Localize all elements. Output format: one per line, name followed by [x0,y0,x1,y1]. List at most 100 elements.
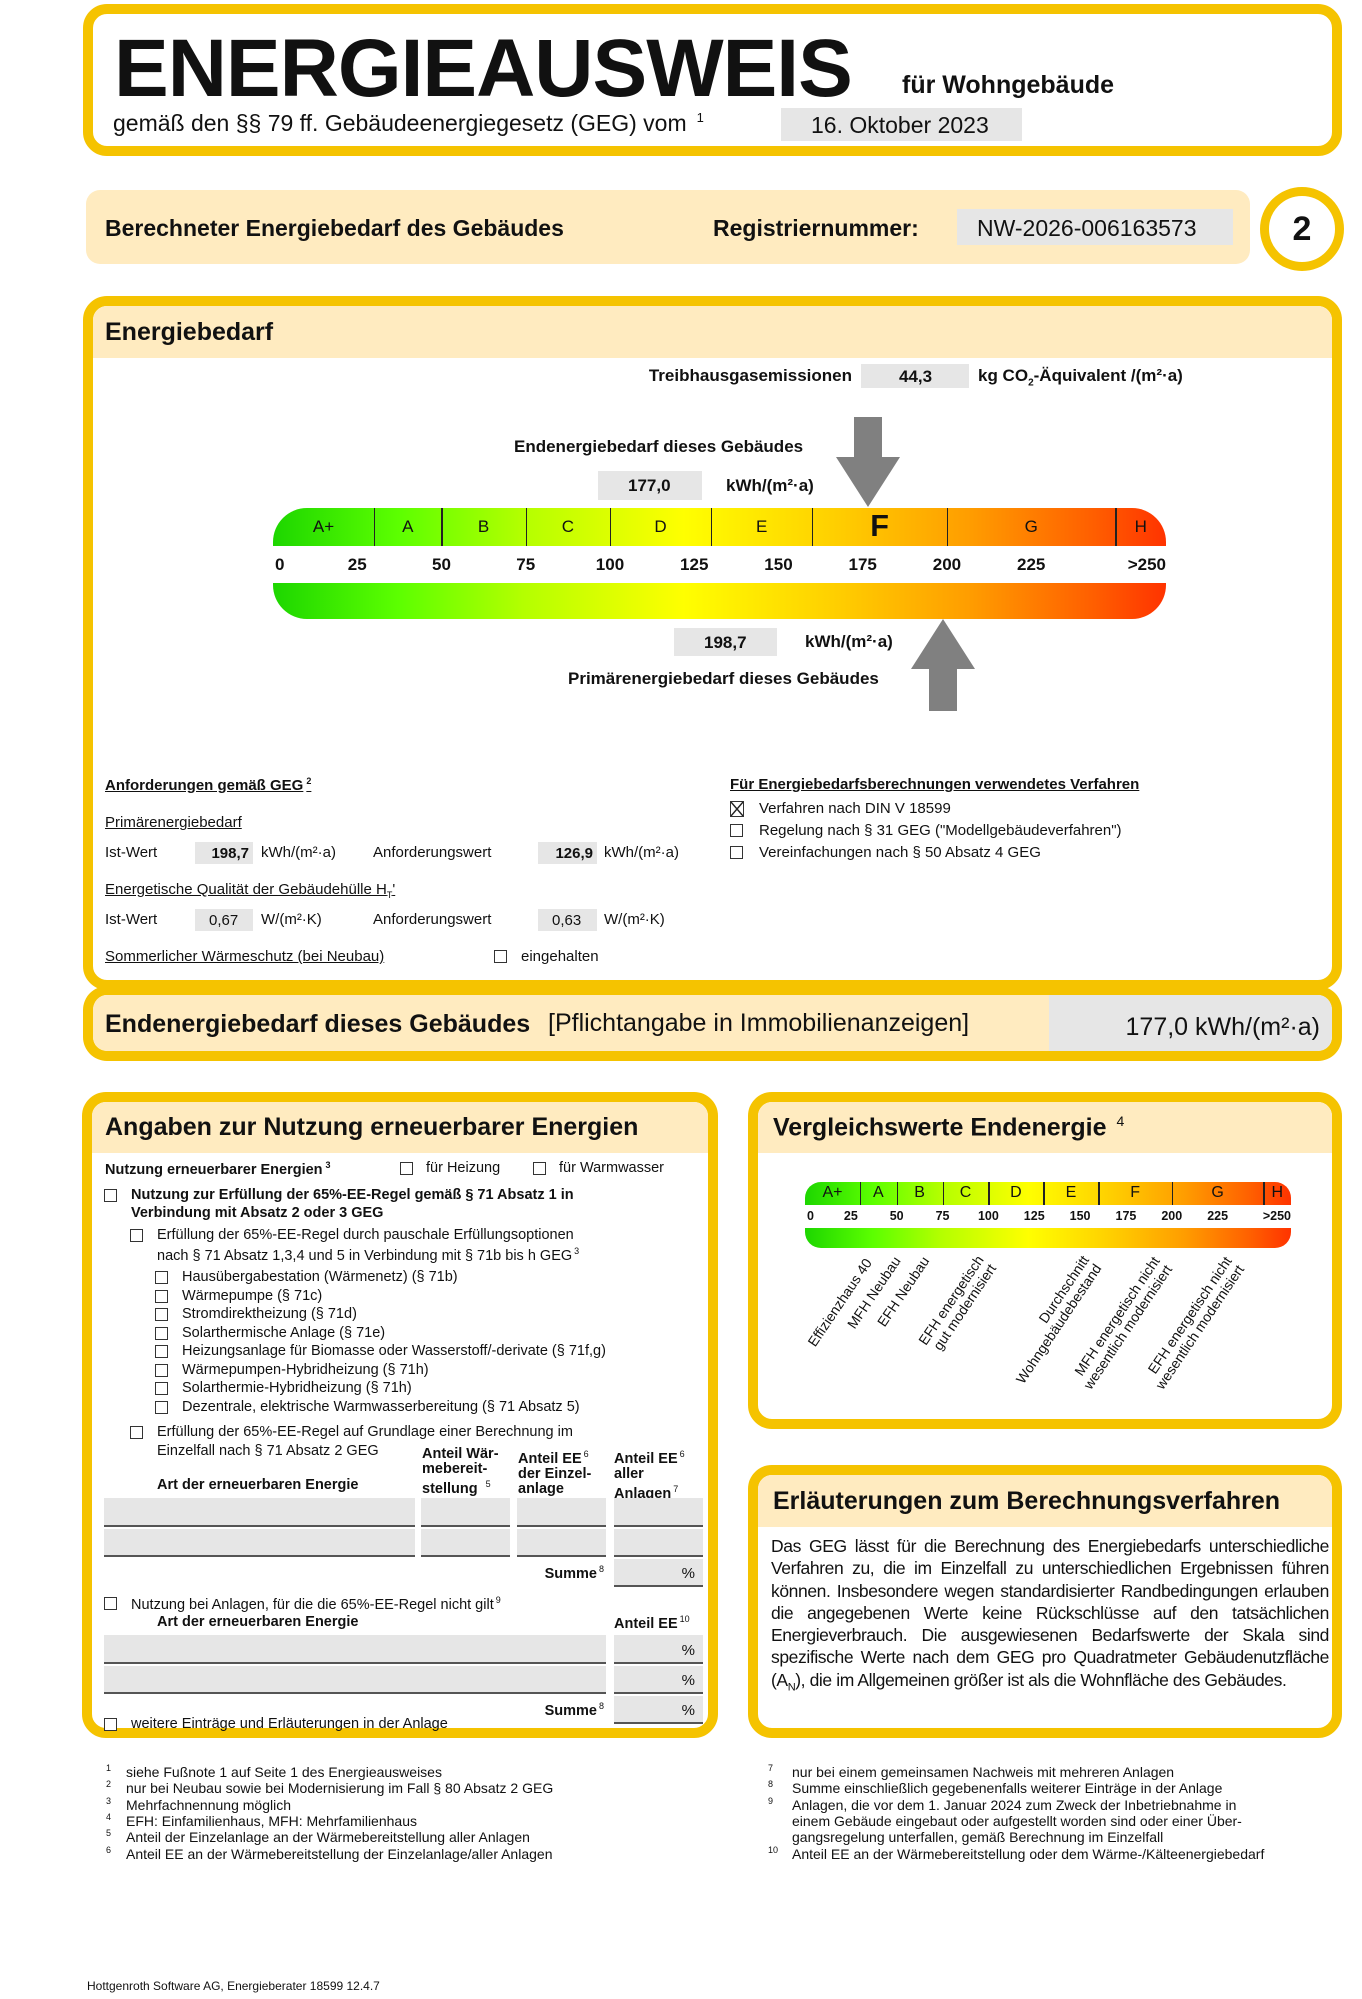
efficiency-class-e: E [755,517,768,537]
efficiency-class-f: F [1130,1184,1140,1202]
col-share-l3: stellung [422,1480,478,1497]
percent-sign: % [681,1702,695,1719]
primary-ist-label: Ist-Wert [105,844,158,861]
footnote-text: Summe einschließlich gegebenenfalls weit… [792,1780,1223,1797]
class-separator [1115,508,1117,546]
explanation-title: Erläuterungen zum Berechnungsverfahren [773,1487,1281,1515]
option-checkbox[interactable] [155,1289,168,1303]
more-entries-checkbox[interactable] [104,1718,117,1731]
col-share-header: Anteil Wär- mebereit- stellung 5 [422,1447,499,1497]
ht-anf-field: 0,63 [538,909,597,931]
scale-tick-label: 150 [1069,1209,1091,1223]
percent-sign: % [681,1642,695,1659]
band-label: Berechneter Energiebedarf des Gebäudes [105,215,564,241]
primary-energy-value: 198,7 [704,633,747,652]
efficiency-class-g: G [1211,1184,1224,1202]
ghg-value-field: 44,3 [861,364,969,388]
ht-anf-value: 0,63 [552,912,582,929]
efficiency-class-aplus: A+ [312,517,335,537]
class-separator [988,1182,990,1205]
primary-requirements-title: Primärenergiebedarf [105,814,242,831]
footnote-text: einem Gebäude eingebaut oder aufgestellt… [792,1812,1242,1829]
primary-energy-value-field: 198,7 [674,628,777,656]
efficiency-class-h: H [1271,1184,1284,1202]
end-energy-value-field: 177,0 [598,471,702,500]
calc-share-input[interactable] [421,1498,510,1527]
calc-checkbox[interactable] [130,1426,143,1439]
verfahren-din-checkbox[interactable] [730,801,744,817]
na-sum-input[interactable]: % [614,1696,703,1724]
class-separator [812,508,814,546]
scale-tick-label: 0 [275,555,285,574]
na-ee-input[interactable]: % [614,1666,703,1694]
footnote-number: 9 [768,1795,774,1806]
na-type-input[interactable] [104,1666,606,1694]
col-ee-all-fn2: 7 [673,1483,679,1494]
ht-anf-label: Anforderungswert [373,911,492,928]
option-checkbox[interactable] [155,1345,168,1358]
heating-label: für Heizung [426,1160,501,1176]
requirements-title-text: Anforderungen gemäß GEG [105,777,304,794]
calc-ee-all-input[interactable] [614,1529,703,1557]
verfahren-vereinfachung-checkbox[interactable] [730,846,743,859]
page-number-badge: 2 [1260,187,1344,271]
class-separator [711,508,713,546]
ee-rule-checkbox[interactable] [104,1189,117,1202]
explanation-text-main: Das GEG lässt für die Berechnung des Ene… [771,1536,1329,1690]
class-separator [609,508,612,546]
option-checkbox[interactable] [155,1271,168,1284]
hot-water-checkbox[interactable] [533,1162,546,1175]
not-applicable-text: Nutzung bei Anlagen, für die die 65%-EE-… [131,1596,494,1613]
option-label: Wärmepumpe (§ 71c) [182,1287,323,1304]
calc-type-input[interactable] [104,1498,415,1527]
option-checkbox[interactable] [155,1382,168,1395]
verfahren-modell-checkbox[interactable] [730,824,743,837]
law-date: 16. Oktober 2023 [811,112,989,138]
verfahren-option-label: Vereinfachungen nach § 50 Absatz 4 GEG [759,844,1041,861]
ht-title-prime: ' [392,881,396,898]
col-ee-all-header: Anteil EE 6 aller Anlagen 7 [614,1447,685,1502]
calc-ee-single-input[interactable] [517,1529,606,1557]
class-separator [1098,1182,1100,1205]
efficiency-class-d: D [654,517,667,537]
registration-number-field: NW-2026-006163573 [957,209,1233,245]
class-separator [896,1182,898,1205]
flat-options-checkbox[interactable] [130,1229,143,1242]
summary-box [83,986,1342,1061]
col-ee-single-l3: anlage [518,1480,564,1497]
ht-title-sub: T [386,890,393,900]
primary-ist-field: 198,7 [195,842,253,864]
option-label: Dezentrale, elektrische Warmwasserbereit… [182,1398,580,1415]
option-checkbox[interactable] [155,1363,168,1377]
ghg-unit-sub: 2 [1028,377,1034,389]
heating-checkbox[interactable] [400,1162,413,1175]
page-number: 2 [1292,210,1312,248]
calc-sum-label: Summe 8 [545,1564,604,1582]
calc-ee-all-input[interactable] [614,1498,703,1527]
calc-type-input[interactable] [104,1529,415,1557]
primary-anf-field: 126,9 [538,842,597,864]
law-date-field: 16. Oktober 2023 [781,108,1022,141]
comparison-header [758,1102,1332,1153]
law-text: gemäß den §§ 79 ff. Gebäudeenergiegesetz… [113,110,704,137]
calc-share-input[interactable] [421,1529,510,1557]
not-applicable-checkbox[interactable] [104,1597,117,1610]
calc-sum-input[interactable]: % [614,1559,703,1587]
ht-title: Energetische Qualität der Gebäudehülle H… [105,881,395,900]
class-separator [374,508,376,546]
comparison-title-text: Vergleichswerte Endenergie [773,1113,1107,1142]
comparison-title-fn: 4 [1116,1113,1125,1129]
option-checkbox[interactable] [155,1400,168,1414]
col-ee-single-l1: Anteil EE [518,1450,582,1467]
option-checkbox[interactable] [155,1326,168,1340]
scale-tick-label: 175 [848,555,877,574]
scale-tick-label: 100 [595,555,625,574]
footnote-number: 6 [106,1844,112,1855]
summer-protection-checkbox[interactable] [494,950,507,963]
na-ee-input[interactable]: % [614,1635,703,1664]
ht-ist-field: 0,67 [195,909,253,931]
na-type-input[interactable] [104,1635,606,1664]
ht-ist-label: Ist-Wert [105,911,158,928]
calc-ee-single-input[interactable] [517,1498,606,1527]
option-checkbox[interactable] [155,1308,168,1321]
